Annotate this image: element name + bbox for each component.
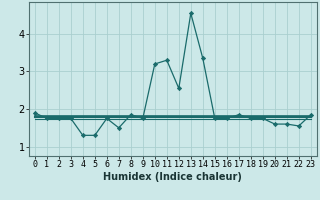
- X-axis label: Humidex (Indice chaleur): Humidex (Indice chaleur): [103, 172, 242, 182]
